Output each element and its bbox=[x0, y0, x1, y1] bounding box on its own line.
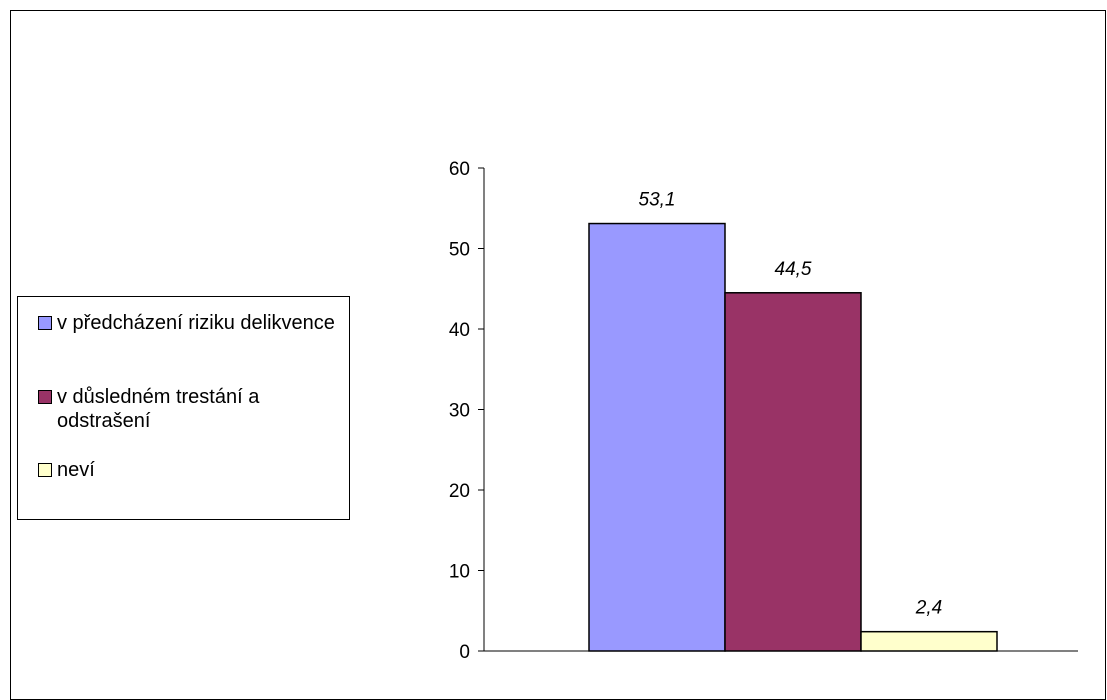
legend-item-3: neví bbox=[38, 458, 347, 482]
legend-label-3: neví bbox=[57, 459, 95, 481]
data-label-3: 2,4 bbox=[915, 598, 942, 619]
y-tick-label-0: 0 bbox=[459, 642, 470, 663]
legend: v předcházení riziku delikvence v důsled… bbox=[17, 296, 350, 520]
legend-swatch-3 bbox=[38, 463, 52, 477]
legend-swatch-2 bbox=[38, 390, 52, 404]
bars bbox=[588, 222, 998, 652]
data-labels: 53,1 44,5 2,4 bbox=[639, 190, 943, 619]
data-label-2: 44,5 bbox=[775, 259, 812, 280]
y-tick-label-2: 20 bbox=[449, 481, 470, 502]
bar-series-2 bbox=[724, 292, 862, 652]
legend-item-2: v důsledném trestání a odstrašení bbox=[38, 385, 347, 433]
y-tick-label-3: 30 bbox=[449, 401, 470, 422]
legend-item-1: v předcházení riziku delikvence bbox=[38, 311, 347, 335]
data-label-1: 53,1 bbox=[639, 190, 676, 211]
y-tick-label-5: 50 bbox=[449, 240, 470, 261]
legend-swatch-1 bbox=[38, 316, 52, 330]
bar-chart: 0 10 20 30 40 50 60 53,1 44,5 2,4 bbox=[449, 159, 1078, 663]
bar-series-1 bbox=[588, 222, 726, 652]
y-tick-label-6: 60 bbox=[449, 159, 470, 180]
bar-series-3 bbox=[860, 630, 998, 652]
y-tick-label-1: 10 bbox=[449, 562, 470, 583]
y-tick-label-4: 40 bbox=[449, 320, 470, 341]
legend-label-2: v důsledném trestání a odstrašení bbox=[57, 386, 260, 432]
legend-label-1: v předcházení riziku delikvence bbox=[57, 312, 335, 334]
